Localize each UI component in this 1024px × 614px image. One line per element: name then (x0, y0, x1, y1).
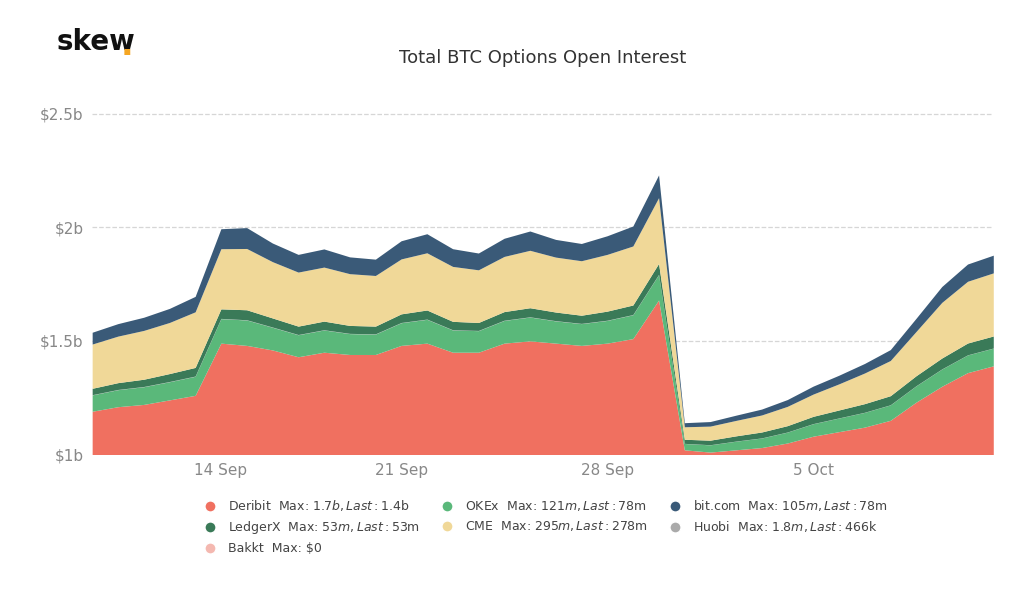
Text: .: . (121, 29, 133, 63)
Title: Total BTC Options Open Interest: Total BTC Options Open Interest (399, 49, 686, 67)
Legend: Deribit  Max: $1.7b, Last: $1.4b, LedgerX  Max: $53m, Last: $53m, Bakkt  Max: $0: Deribit Max: $1.7b, Last: $1.4b, LedgerX… (193, 493, 893, 561)
Text: skew: skew (56, 28, 135, 56)
